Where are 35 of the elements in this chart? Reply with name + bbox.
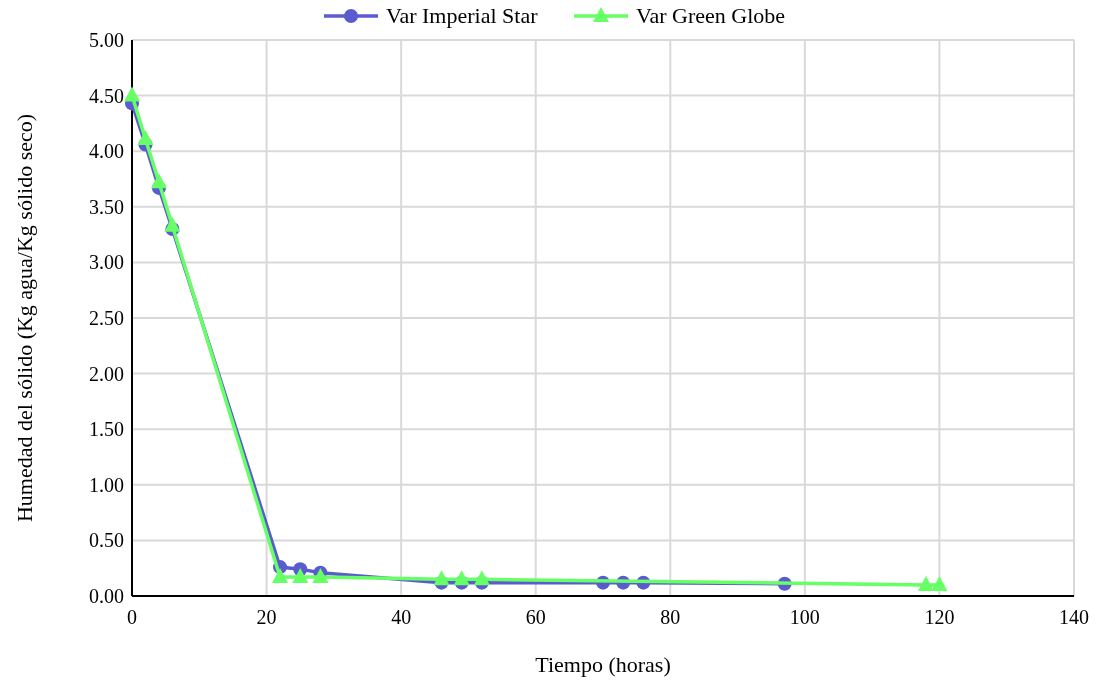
y-tick-label: 4.00 bbox=[89, 140, 124, 163]
point bbox=[164, 216, 181, 232]
point bbox=[473, 570, 490, 586]
y-tick-label: 3.50 bbox=[89, 195, 124, 218]
legend-label: Var Imperial Star bbox=[386, 3, 539, 28]
x-tick-label: 60 bbox=[525, 606, 546, 628]
x-tick-label: 20 bbox=[256, 606, 277, 628]
point bbox=[433, 570, 450, 586]
x-tick-label: 140 bbox=[1059, 606, 1089, 628]
point bbox=[124, 86, 140, 102]
y-tick-label: 1.00 bbox=[89, 473, 124, 496]
y-tick-label: 2.00 bbox=[89, 362, 124, 385]
y-tick-label: 0.00 bbox=[89, 585, 124, 607]
y-tick-label: 1.50 bbox=[89, 418, 124, 441]
x-axis-title: Tiempo (horas) bbox=[535, 652, 671, 677]
y-axis-title: Humedad del sólido (Kg agua/Kg sólido seco) bbox=[12, 113, 37, 523]
point bbox=[150, 173, 167, 189]
y-tick-label: 3.00 bbox=[89, 251, 124, 274]
point bbox=[917, 575, 934, 591]
y-tick-label: 2.50 bbox=[89, 307, 124, 329]
point bbox=[931, 575, 948, 591]
point bbox=[137, 129, 154, 145]
x-tick-label: 100 bbox=[789, 606, 820, 628]
x-tick-label: 40 bbox=[391, 606, 412, 628]
y-tick-label: 0.50 bbox=[89, 529, 124, 552]
x-tick-label: 0 bbox=[127, 606, 137, 628]
point bbox=[292, 568, 309, 584]
x-tick-label: 120 bbox=[924, 606, 955, 628]
point bbox=[272, 568, 289, 584]
point bbox=[312, 568, 329, 584]
y-tick-label: 4.50 bbox=[89, 84, 124, 107]
legend-label: Var Green Globe bbox=[636, 3, 786, 28]
point bbox=[453, 570, 470, 586]
x-tick-label: 80 bbox=[660, 606, 681, 628]
y-tick-label: 5.00 bbox=[89, 29, 124, 51]
